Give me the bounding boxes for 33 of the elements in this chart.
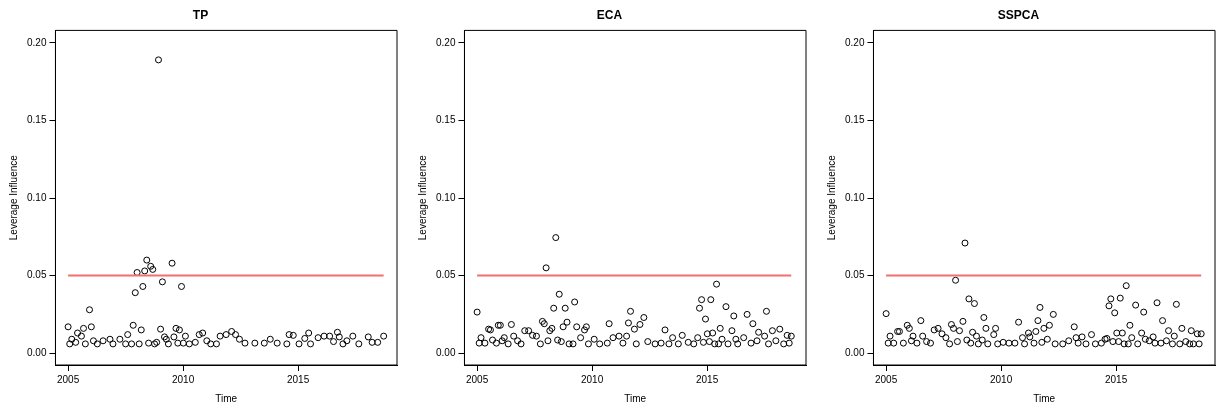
chart-title: SSPCA (997, 7, 1040, 22)
y-axis-title: Leverage Influence (825, 154, 837, 241)
y-tick-label: 0.00 (844, 346, 865, 358)
y-tick-label: 0.05 (435, 269, 456, 281)
chart-title: ECA (596, 7, 623, 22)
y-axis-title: Leverage Influence (7, 154, 19, 241)
x-tick-label: 2015 (695, 373, 719, 385)
y-axis-title: Leverage Influence (416, 154, 428, 241)
y-tick-label: 0.20 (435, 36, 456, 48)
y-tick-label: 0.10 (844, 191, 865, 203)
y-tick-label: 0.05 (844, 269, 865, 281)
x-tick-label: 2005 (465, 373, 489, 385)
y-tick-label: 0.05 (26, 269, 47, 281)
y-tick-label: 0.15 (435, 114, 456, 126)
y-tick-label: 0.00 (435, 346, 456, 358)
chart-title: TP (192, 7, 209, 22)
x-tick-label: 2010 (989, 373, 1013, 385)
x-tick-label: 2010 (580, 373, 604, 385)
y-tick-label: 0.20 (26, 36, 47, 48)
x-tick-label: 2015 (1104, 373, 1128, 385)
x-axis-title: Time (1033, 392, 1056, 404)
x-axis-title: Time (215, 392, 238, 404)
x-tick-label: 2005 (56, 373, 80, 385)
y-tick-label: 0.15 (844, 114, 865, 126)
x-tick-label: 2015 (286, 373, 310, 385)
y-tick-label: 0.15 (26, 114, 47, 126)
x-tick-label: 2005 (874, 373, 898, 385)
x-axis-title: Time (624, 392, 647, 404)
y-tick-label: 0.10 (435, 191, 456, 203)
y-tick-label: 0.10 (26, 191, 47, 203)
y-tick-label: 0.00 (26, 346, 47, 358)
x-tick-label: 2010 (171, 373, 195, 385)
y-tick-label: 0.20 (844, 36, 865, 48)
